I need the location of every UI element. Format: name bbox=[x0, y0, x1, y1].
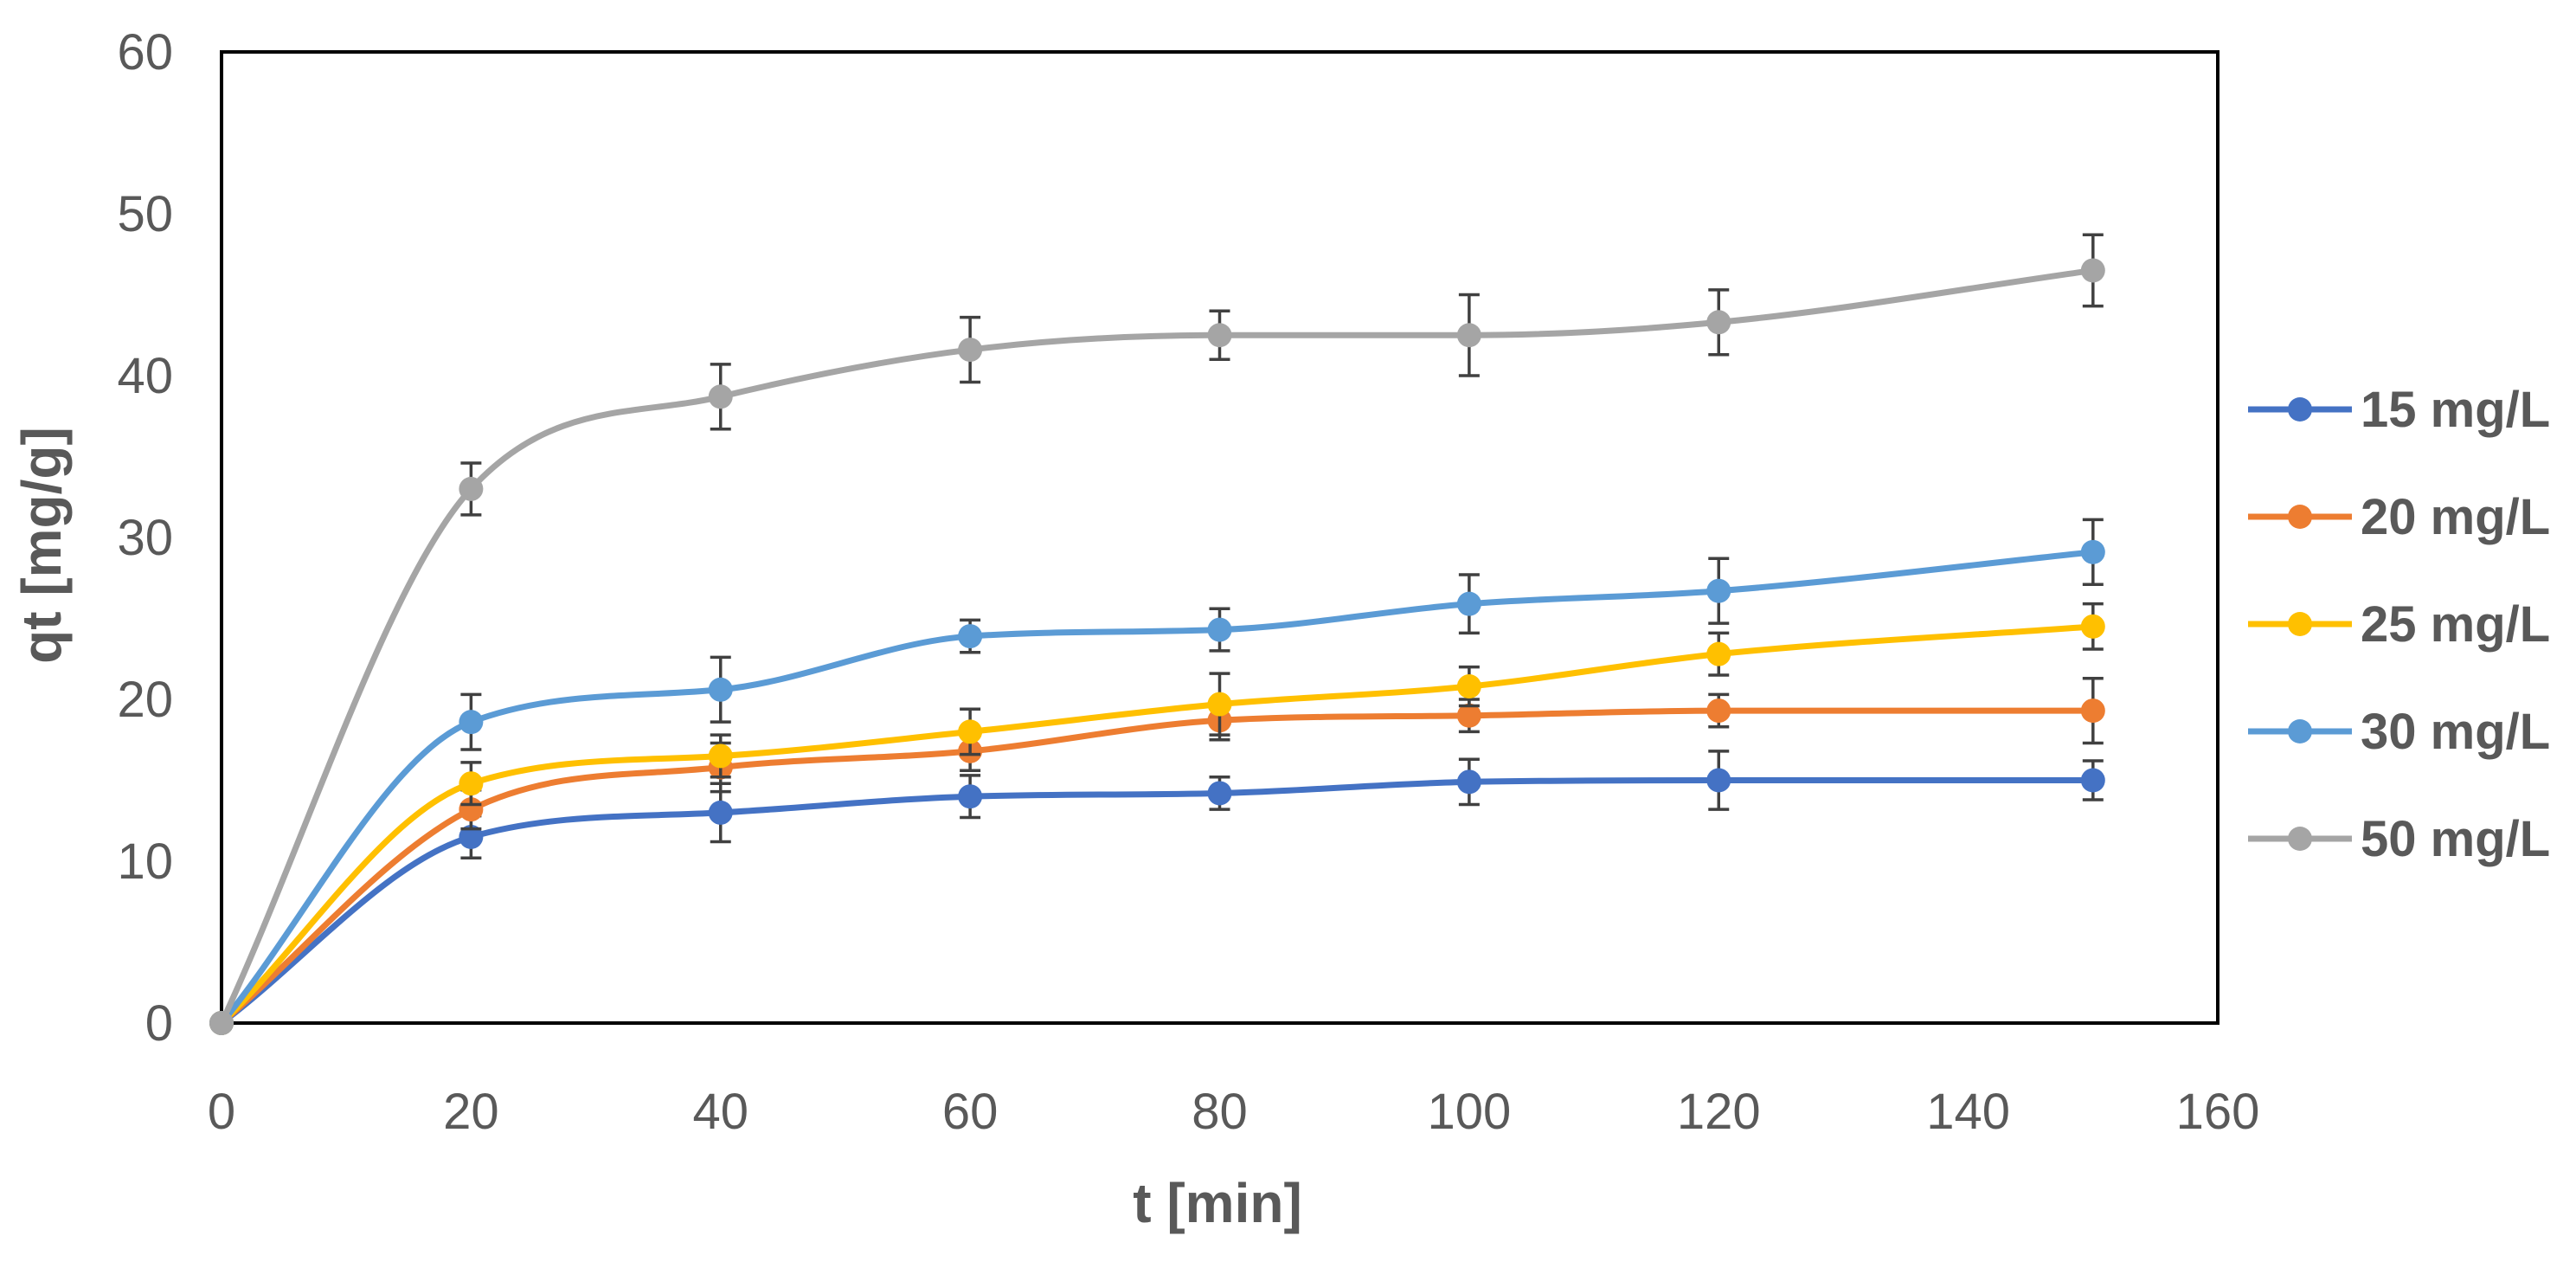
data-point bbox=[1456, 674, 1481, 699]
series-50-mgl bbox=[209, 233, 2105, 1035]
data-point bbox=[2080, 614, 2105, 639]
data-point bbox=[1207, 323, 1232, 348]
data-point bbox=[958, 719, 983, 744]
y-tick-label: 10 bbox=[117, 834, 173, 890]
data-point bbox=[2080, 258, 2105, 283]
x-axis-title: t [min] bbox=[1133, 1172, 1302, 1234]
data-point bbox=[1456, 323, 1481, 348]
data-point bbox=[459, 824, 484, 849]
legend-label: 25 mg/L bbox=[2361, 596, 2550, 653]
data-point bbox=[1706, 698, 1731, 724]
data-point bbox=[1207, 781, 1232, 806]
data-point bbox=[1207, 692, 1232, 717]
data-point bbox=[958, 338, 983, 363]
data-point bbox=[708, 384, 733, 409]
data-point bbox=[1456, 591, 1481, 616]
y-tick-label: 0 bbox=[145, 995, 173, 1052]
series-25-mgl bbox=[209, 602, 2105, 1035]
x-tick-label: 60 bbox=[942, 1084, 999, 1140]
x-tick-label: 40 bbox=[692, 1084, 748, 1140]
y-tick-label: 20 bbox=[117, 672, 173, 728]
data-point bbox=[459, 771, 484, 796]
legend-marker bbox=[2288, 827, 2312, 851]
data-point bbox=[958, 784, 983, 809]
y-tick-label: 40 bbox=[117, 348, 173, 404]
legend-item: 50 mg/L bbox=[2248, 811, 2550, 867]
legend-marker bbox=[2288, 612, 2312, 636]
x-tick-label: 80 bbox=[1192, 1084, 1248, 1140]
x-tick-label: 140 bbox=[1926, 1084, 2010, 1140]
x-tick-label: 20 bbox=[443, 1084, 499, 1140]
legend-item: 30 mg/L bbox=[2248, 704, 2550, 760]
legend-item: 20 mg/L bbox=[2248, 489, 2550, 545]
data-point bbox=[708, 743, 733, 769]
data-point bbox=[1706, 310, 1731, 335]
data-point bbox=[459, 710, 484, 735]
legend-label: 20 mg/L bbox=[2361, 489, 2550, 545]
data-point bbox=[2080, 539, 2105, 564]
x-tick-label: 160 bbox=[2176, 1084, 2260, 1140]
legend-marker bbox=[2288, 397, 2312, 422]
data-point bbox=[1207, 617, 1232, 642]
data-point bbox=[1706, 641, 1731, 666]
legend-label: 30 mg/L bbox=[2361, 704, 2550, 760]
legend-item: 15 mg/L bbox=[2248, 382, 2550, 438]
data-point bbox=[2080, 698, 2105, 724]
legend-label: 50 mg/L bbox=[2361, 811, 2550, 867]
y-tick-label: 30 bbox=[117, 510, 173, 566]
legend-item: 25 mg/L bbox=[2248, 596, 2550, 653]
data-point bbox=[209, 1011, 234, 1035]
data-point bbox=[1456, 769, 1481, 795]
data-point bbox=[958, 624, 983, 649]
data-point bbox=[708, 800, 733, 825]
legend-marker bbox=[2288, 505, 2312, 529]
y-tick-label: 50 bbox=[117, 186, 173, 242]
y-axis-title: qt [mg/g] bbox=[10, 427, 73, 664]
legend-marker bbox=[2288, 719, 2312, 743]
series-line bbox=[218, 267, 2097, 1027]
legend-label: 15 mg/L bbox=[2361, 382, 2550, 438]
data-point bbox=[1456, 703, 1481, 728]
x-tick-label: 100 bbox=[1427, 1084, 1511, 1140]
data-point bbox=[2080, 768, 2105, 793]
data-point bbox=[708, 677, 733, 702]
data-point bbox=[1706, 768, 1731, 793]
data-point bbox=[459, 476, 484, 501]
plot-area-border bbox=[220, 50, 2219, 1025]
y-tick-label: 60 bbox=[117, 24, 173, 80]
data-point bbox=[1706, 578, 1731, 603]
x-tick-label: 120 bbox=[1677, 1084, 1761, 1140]
x-tick-label: 0 bbox=[208, 1084, 235, 1140]
series-15-mgl bbox=[209, 750, 2105, 1035]
